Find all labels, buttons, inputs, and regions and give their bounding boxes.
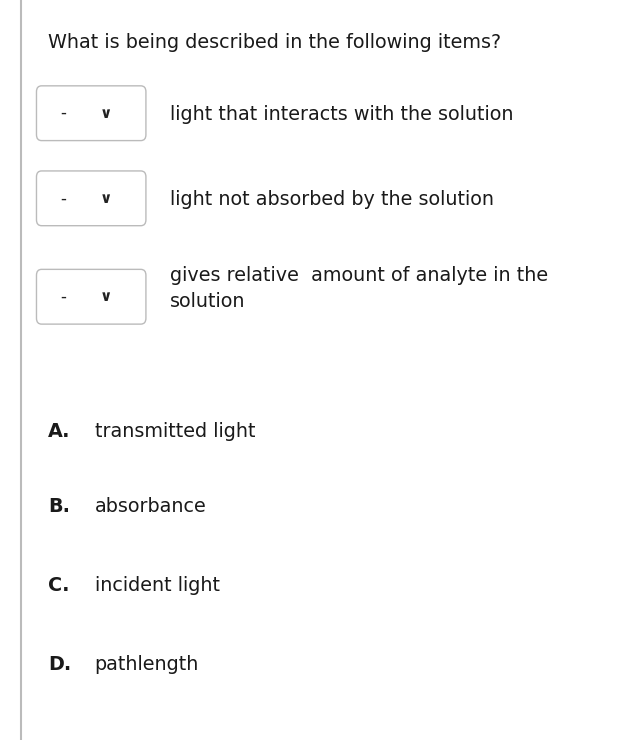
Text: light that interacts with the solution: light that interacts with the solution: [170, 105, 513, 124]
Text: -: -: [61, 189, 67, 207]
Text: ∨: ∨: [100, 191, 112, 206]
Text: ∨: ∨: [100, 106, 112, 121]
Text: What is being described in the following items?: What is being described in the following…: [48, 33, 501, 53]
FancyBboxPatch shape: [36, 171, 146, 226]
Text: transmitted light: transmitted light: [95, 422, 255, 441]
Text: light not absorbed by the solution: light not absorbed by the solution: [170, 190, 493, 209]
FancyBboxPatch shape: [36, 86, 146, 141]
Text: C.: C.: [48, 576, 70, 595]
Text: ∨: ∨: [100, 289, 112, 304]
Text: -: -: [61, 104, 67, 122]
Text: D.: D.: [48, 655, 71, 674]
Text: absorbance: absorbance: [95, 497, 207, 517]
Text: -: -: [61, 288, 67, 306]
Text: B.: B.: [48, 497, 70, 517]
Text: pathlength: pathlength: [95, 655, 199, 674]
Text: incident light: incident light: [95, 576, 220, 595]
Text: gives relative  amount of analyte in the
solution: gives relative amount of analyte in the …: [170, 266, 548, 312]
Text: A.: A.: [48, 422, 70, 441]
FancyBboxPatch shape: [36, 269, 146, 324]
